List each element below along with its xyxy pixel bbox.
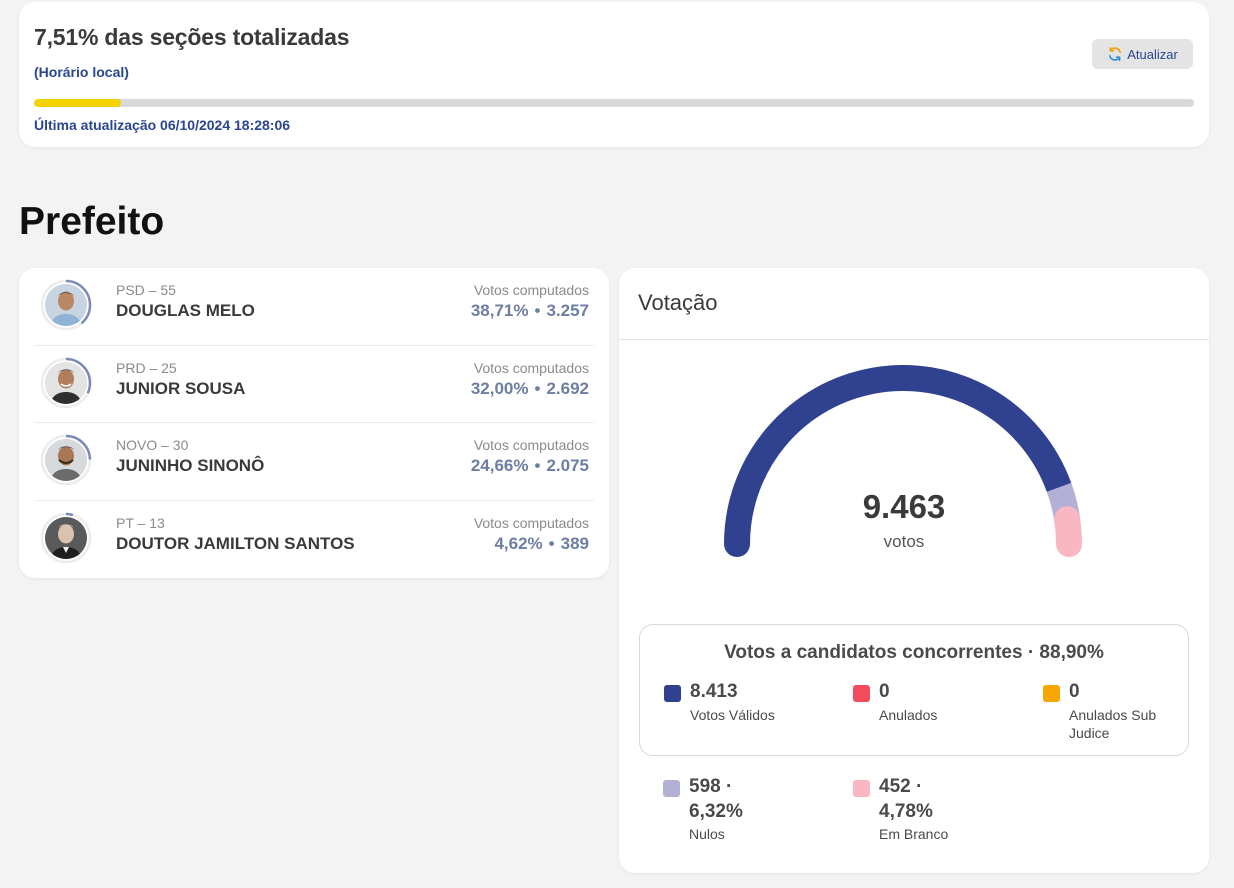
candidate-percent: 4,62% — [494, 533, 543, 553]
legend-blank: 452 · 4,78% Em Branco — [853, 776, 1013, 856]
refresh-label: Atualizar — [1127, 46, 1178, 62]
candidate-party: PT – 13 — [116, 514, 165, 531]
legend-label: Anulados — [879, 707, 938, 723]
candidate-name: JUNIOR SOUSA — [116, 378, 246, 398]
legend-value-percent: 4,78% — [879, 801, 933, 822]
legend-swatch — [853, 685, 870, 702]
legend-value: 8.413 — [690, 681, 738, 702]
total-votes: 9.463 — [862, 488, 946, 525]
candidate-party: PRD – 25 — [116, 359, 177, 376]
candidate-avatar — [40, 434, 92, 486]
legend-valid-votes: 8.413 Votos Válidos — [664, 681, 834, 731]
legend-label: Nulos — [689, 826, 725, 842]
legend-value: 598 · — [689, 776, 733, 797]
candidate-party: NOVO – 30 — [116, 437, 189, 453]
candidate-votes: 2.692 — [546, 378, 589, 398]
separator-dot: • — [534, 301, 541, 320]
legend-value: 0 — [879, 681, 890, 702]
total-votes-label: votos — [883, 532, 925, 551]
gauge-segment-valid — [724, 365, 1073, 557]
votes-label: Votos computados — [473, 282, 589, 298]
legend-value-percent: 6,32% — [689, 801, 743, 822]
candidates-list: PSD – 55 DOUGLAS MELO Votos computados 3… — [19, 268, 609, 578]
candidate-avatar — [40, 279, 92, 331]
candidate-row[interactable]: PT – 13 DOUTOR JAMILTON SANTOS Votos com… — [34, 501, 594, 579]
candidate-percent: 38,71% — [470, 301, 529, 320]
legend-annulled: 0 Anulados — [853, 681, 1023, 731]
last-update-text: Última atualização 06/10/2024 18:28:06 — [34, 117, 291, 133]
voting-header: Votação — [619, 268, 1209, 340]
refresh-icon — [1109, 47, 1122, 61]
person-photo-icon — [45, 439, 87, 481]
totalization-status-card: 7,51% das seções totalizadas (Horário lo… — [19, 2, 1209, 147]
legend-swatch — [663, 780, 680, 797]
local-time-note: (Horário local) — [34, 64, 129, 80]
vote-share-ring — [40, 434, 92, 486]
separator-dot: • — [548, 533, 555, 553]
legend-nulls: 598 · 6,32% Nulos — [663, 776, 823, 856]
candidate-percent: 32,00% — [470, 378, 529, 398]
legend-label: Votos Válidos — [690, 707, 775, 723]
section-title: Prefeito — [19, 200, 165, 243]
legend-value: 452 · — [879, 776, 923, 797]
candidate-row[interactable]: PRD – 25 JUNIOR SOUSA Votos computados 3… — [34, 346, 594, 423]
candidate-name: DOUTOR JAMILTON SANTOS — [116, 533, 355, 553]
candidate-votes: 2.075 — [546, 456, 589, 475]
legend-annulled-sub-judice: 0 Anulados Sub Judice — [1043, 681, 1173, 751]
totalization-progress-fill — [34, 99, 122, 107]
votes-label: Votos computados — [473, 437, 589, 453]
legend-swatch — [664, 685, 681, 702]
candidate-result: 4,62% • 389 — [494, 534, 589, 554]
separator-dot: • — [534, 378, 541, 398]
legend-swatch — [853, 780, 870, 797]
candidate-row[interactable]: PSD – 55 DOUGLAS MELO Votos computados 3… — [34, 268, 594, 346]
candidate-row[interactable]: NOVO – 30 JUNINHO SINONÔ Votos computado… — [34, 423, 594, 501]
voting-card: Votação 9.463 votos Votos a candidatos c… — [619, 268, 1209, 873]
candidate-avatar — [40, 357, 92, 409]
totalization-progress-bar — [34, 99, 1194, 107]
votes-gauge — [724, 365, 1082, 557]
legend-swatch — [1043, 685, 1060, 702]
votes-label: Votos computados — [473, 359, 589, 376]
gauge-segment-blank — [1054, 506, 1082, 557]
votes-label: Votos computados — [473, 514, 589, 531]
candidate-name: JUNINHO SINONÔ — [116, 456, 265, 475]
valid-votes-box: Votos a candidatos concorrentes · 88,90%… — [639, 624, 1189, 756]
refresh-button[interactable]: Atualizar — [1092, 39, 1193, 69]
vote-share-ring — [40, 279, 92, 331]
candidate-name: DOUGLAS MELO — [116, 301, 255, 320]
legend-label: Em Branco — [879, 826, 949, 842]
legend-value: 0 — [1069, 681, 1080, 702]
valid-votes-title: Votos a candidatos concorrentes · 88,90% — [724, 642, 1104, 663]
totalization-title: 7,51% das seções totalizadas — [34, 24, 350, 50]
candidate-result: 38,71% • 3.257 — [471, 301, 589, 321]
vote-share-ring — [40, 357, 92, 408]
candidate-avatar — [40, 512, 92, 564]
person-photo-icon — [45, 284, 87, 326]
vote-share-ring — [40, 512, 92, 563]
candidate-result: 32,00% • 2.692 — [471, 379, 589, 399]
candidate-percent: 24,66% — [470, 456, 529, 475]
person-photo-icon — [45, 361, 87, 404]
candidate-votes: 389 — [560, 533, 589, 553]
candidate-result: 24,66% • 2.075 — [471, 456, 589, 476]
separator-dot: • — [534, 456, 541, 475]
legend-label: Anulados Sub Judice — [1069, 707, 1157, 741]
person-photo-icon — [45, 516, 87, 559]
candidate-votes: 3.257 — [546, 301, 589, 320]
candidate-party: PSD – 55 — [116, 282, 176, 298]
